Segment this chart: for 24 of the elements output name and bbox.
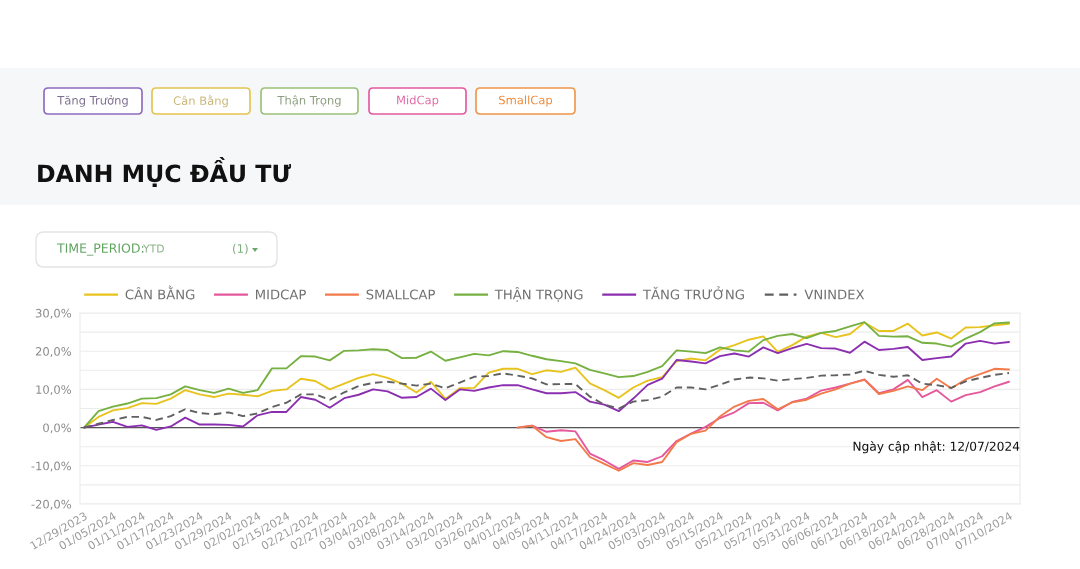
y-tick-label: -20,0%	[31, 499, 72, 510]
annotation: Ngày cập nhật: 12/07/2024	[853, 440, 1020, 454]
y-tick-label: 0,0%	[43, 423, 72, 434]
y-tick-label: 20,0%	[35, 347, 72, 357]
legend-label: TĂNG TRƯỞNG	[642, 286, 744, 300]
text: YTD	[142, 244, 164, 253]
chart-title: DANH MỤC ĐẦU TƯ	[38, 157, 292, 187]
y-tick-label: 10,0%	[36, 385, 72, 396]
text: TIME_PERIOD:	[56, 243, 144, 256]
text: SmallCap	[499, 95, 553, 107]
text: MidCap	[397, 95, 439, 107]
y-tick-label: 30,0%	[35, 308, 72, 319]
legend-label: VNINDEX	[804, 289, 865, 300]
legend-label: MIDCAP	[256, 289, 306, 300]
text: Thận Trọng	[277, 95, 341, 107]
text: Cân Bằng	[173, 94, 228, 108]
legend-label: CÂN BẰNG	[125, 285, 195, 300]
text: (1)	[233, 243, 248, 255]
legend-label: SMALLCAP	[366, 289, 435, 300]
line-series	[83, 321, 1010, 429]
line-series	[83, 339, 1010, 431]
y-tick-label: -10,0%	[31, 461, 72, 472]
legend-label: THẬN TRỌNG	[494, 287, 583, 302]
text: Tăng Trưởng	[57, 95, 128, 107]
